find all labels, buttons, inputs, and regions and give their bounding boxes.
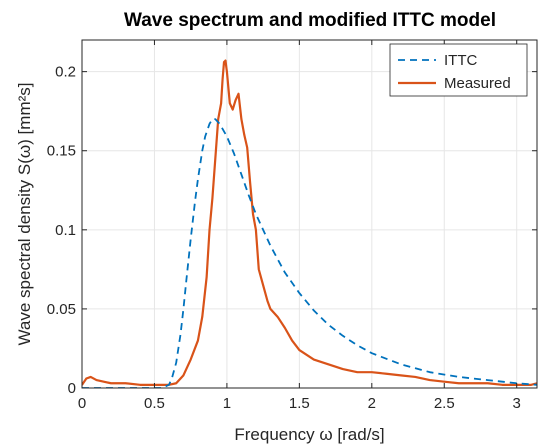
plot-frame	[81, 39, 538, 389]
plot-lines	[82, 59, 537, 388]
x-tick-label: 1.5	[289, 395, 310, 412]
series-line-ittc	[82, 118, 537, 388]
x-tick-label: 2	[368, 395, 376, 412]
legend-label-measured: Measured	[444, 75, 511, 92]
x-tick-label: 2.5	[434, 395, 455, 412]
y-axis-label: Wave spectral density S(ω) [mm²s]	[15, 83, 34, 346]
y-tick-label: 0.2	[55, 64, 76, 81]
legend: ITTC Measured	[389, 43, 528, 97]
x-tick-label: 3	[513, 395, 521, 412]
axis-ticks: 0 0.5 1 1.5 2 2.5 3 0 0.05 0.1 0.15 0.2	[47, 40, 537, 412]
x-tick-label: 0	[78, 395, 86, 412]
x-tick-label: 0.5	[144, 395, 165, 412]
chart-title: Wave spectrum and modified ITTC model	[124, 10, 496, 31]
legend-label-ittc: ITTC	[444, 52, 477, 69]
x-axis-label: Frequency ω [rad/s]	[234, 425, 384, 444]
series-line-measured	[82, 59, 537, 386]
y-tick-label: 0.05	[47, 301, 76, 318]
y-tick-label: 0	[68, 380, 76, 397]
legend-box	[389, 43, 528, 97]
x-tick-label: 1	[223, 395, 231, 412]
y-tick-label: 0.15	[47, 143, 76, 160]
y-tick-label: 0.1	[55, 222, 76, 239]
